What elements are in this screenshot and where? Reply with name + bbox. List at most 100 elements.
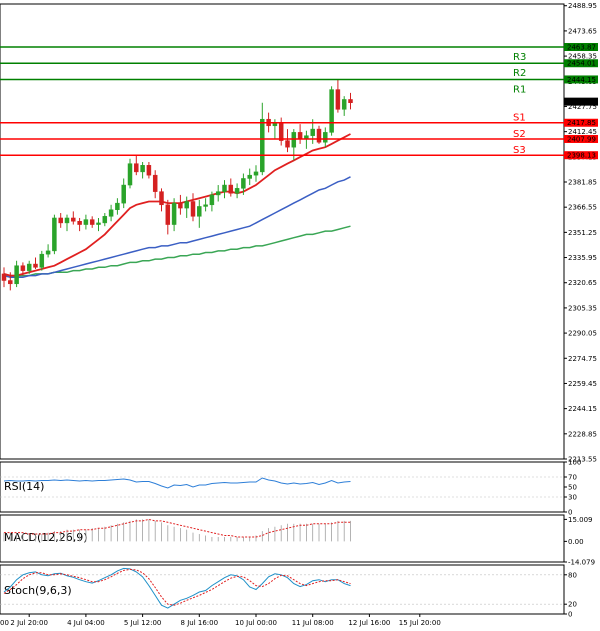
candle-body <box>228 184 234 194</box>
candle-body <box>241 178 246 189</box>
candle-body <box>165 204 171 225</box>
current-price-label: 2430.67 <box>567 98 596 106</box>
level-price-tag <box>564 75 598 84</box>
time-tick-label-partial: 00 <box>0 619 9 627</box>
rsi-panel-area <box>0 461 565 513</box>
level-price-tag <box>564 134 598 143</box>
rsi-panel: 100 70 50 30 0 RSI(14) <box>0 459 581 517</box>
candle-body <box>159 191 164 206</box>
candle-body <box>316 128 322 143</box>
level-name-s3: S3 <box>513 145 526 156</box>
stoch-panel-label: Stoch(9,6,3) <box>4 584 72 597</box>
candle-body <box>115 202 120 210</box>
price-plot-area <box>0 3 565 460</box>
candle-body <box>152 174 158 192</box>
price-y-tick-label: 2290.05 <box>568 330 597 338</box>
level-price-label: 2398.13 <box>567 152 596 160</box>
level-price-label: 2454.01 <box>567 60 596 68</box>
candle-body <box>215 191 221 196</box>
candle-body <box>335 89 341 110</box>
price-y-tick-label: 2320.65 <box>568 279 597 287</box>
candle-body <box>83 219 89 225</box>
time-tick-label: 15 Jul 20:00 <box>399 619 441 627</box>
candle-body <box>291 132 297 148</box>
candle-body <box>140 165 145 173</box>
price-y-tick-label: 2213.55 <box>568 456 597 464</box>
time-tick-label: 8 Jul 16:00 <box>181 619 219 627</box>
price-y-tick-label: 2427.75 <box>568 103 597 111</box>
candle-body <box>33 263 38 268</box>
candle-body <box>285 140 290 148</box>
rsi-panel-y-tick-label: 0 <box>568 509 572 517</box>
candle-body <box>58 217 63 224</box>
level-price-tag <box>564 59 598 68</box>
level-name-r3: R3 <box>513 52 526 63</box>
candle-body <box>190 201 196 217</box>
candle-body <box>146 165 152 176</box>
price-y-tick-label: 2244.15 <box>568 405 597 413</box>
stoch-signal-line <box>3 568 351 606</box>
price-y-tick-label: 2228.85 <box>568 430 597 438</box>
stoch-panel-area <box>0 564 565 615</box>
price-panel: 2488.952473.652458.352443.052427.752412.… <box>0 2 598 464</box>
price-y-tick-label: 2366.55 <box>568 204 597 212</box>
candle-body <box>8 280 13 285</box>
candle-body <box>197 206 202 217</box>
time-tick-label: 5 Jul 12:00 <box>124 619 162 627</box>
candle-body <box>310 128 315 136</box>
candle-body <box>26 263 32 271</box>
candle-body <box>127 163 133 186</box>
price-y-tick-label: 2335.95 <box>568 254 597 262</box>
rsi-line <box>3 477 351 489</box>
candle-body <box>102 216 108 224</box>
time-tick-label: 4 Jul 04:00 <box>67 619 105 627</box>
current-price-tag <box>564 97 598 106</box>
ma-green-line <box>4 225 351 277</box>
rsi-panel-y-tick-label: 50 <box>568 484 577 492</box>
candle-body <box>39 253 45 268</box>
rsi-panel-label: RSI(14) <box>4 480 44 493</box>
candle-body <box>14 265 19 285</box>
level-name-r1: R1 <box>513 84 526 95</box>
candle-body <box>77 221 82 225</box>
time-tick-label: 10 Jul 00:00 <box>235 619 277 627</box>
candle-body <box>341 99 347 110</box>
candle-body <box>323 132 328 143</box>
price-y-tick-label: 2458.35 <box>568 53 597 61</box>
price-y-tick-label: 2259.45 <box>568 380 597 388</box>
candle-body <box>89 219 95 225</box>
candle-body <box>71 217 76 222</box>
macd-signal-line <box>4 518 351 538</box>
level-price-label: 2407.99 <box>567 135 596 143</box>
candle-body <box>121 184 126 204</box>
candle-body <box>178 202 183 209</box>
time-axis: 2 Jul 20:00 4 Jul 04:00 5 Jul 12:00 8 Jul 1… <box>0 614 441 627</box>
level-price-tag <box>564 118 598 127</box>
candle-body <box>20 265 26 271</box>
candle-body <box>134 163 139 173</box>
candle-body <box>348 99 353 104</box>
candle-body <box>222 184 227 192</box>
candle-body <box>45 250 51 255</box>
price-y-tick-label: 2351.25 <box>568 229 597 237</box>
price-y-tick-label: 2381.85 <box>568 179 597 187</box>
candle-body <box>203 204 208 207</box>
rsi-panel-y-tick-label: 70 <box>568 474 577 482</box>
price-y-tick-label: 2305.35 <box>568 304 597 312</box>
candle-body <box>108 209 114 217</box>
ma-red-line <box>3 133 351 277</box>
candle-body <box>52 217 57 252</box>
level-name-r2: R2 <box>513 68 526 79</box>
candle-body <box>171 202 177 225</box>
candle-body <box>247 174 252 179</box>
stoch-panel-y-tick-label: 20 <box>568 601 577 609</box>
candle-body <box>278 122 284 141</box>
ma-blue-line <box>3 176 351 278</box>
level-price-tag <box>564 151 598 160</box>
rsi-panel-y-tick-label: 100 <box>568 459 581 467</box>
macd-panel-y-tick-label: 15.009 <box>568 516 593 524</box>
stoch-panel-y-tick-label: 80 <box>568 571 577 579</box>
time-tick-label: 11 Jul 08:00 <box>292 619 334 627</box>
